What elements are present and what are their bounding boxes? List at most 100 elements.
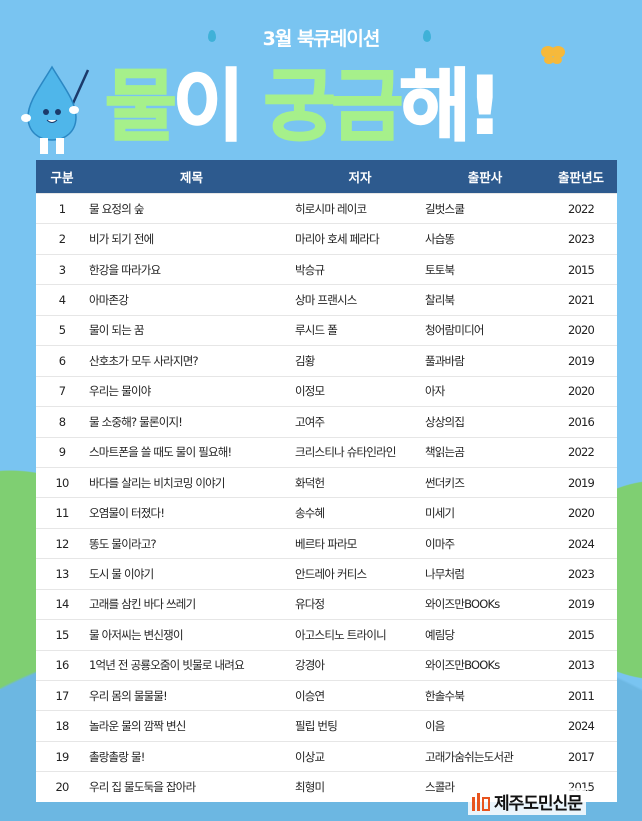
book-title: 1억년 전 공룡오줌이 빗물로 내려요 [88,649,295,681]
row-number: 7 [36,375,88,407]
book-title: 아마존강 [88,284,295,316]
row-number: 14 [36,588,88,620]
book-title: 똥도 물이라고? [88,527,295,559]
title-part: 이 [172,62,246,152]
book-publisher: 와이즈만BOOKs [425,649,545,681]
row-number: 10 [36,466,88,498]
book-author: 필립 번팅 [295,710,425,742]
book-publisher: 토토북 [425,253,545,285]
book-year: 2024 [545,527,617,559]
book-title: 산호초가 모두 사라지면? [88,345,295,377]
logo-text: 제주도민신문 [494,794,583,814]
title-part: 해! [398,62,503,152]
book-year: 2020 [545,497,617,529]
main-title: 물이 궁금해! [104,67,504,147]
table-row: 5 물이 되는 꿈 루시드 폴 청어람미디어 2020 [36,314,617,346]
book-year: 2011 [545,679,617,711]
table-header-row: 구분 제목 저자 출판사 출판년도 [36,160,617,194]
book-year: 2016 [545,406,617,437]
book-year: 2019 [545,588,617,620]
book-year: 2019 [545,466,617,498]
row-number: 13 [36,558,88,590]
row-number: 1 [36,192,88,224]
book-year: 2015 [545,253,617,285]
book-title: 물 소중해? 물론이지! [88,406,295,437]
book-year: 2022 [545,436,617,468]
row-number: 17 [36,679,88,711]
book-author: 마리아 호세 페라다 [295,223,425,255]
table-row: 13 도시 물 이야기 안드레아 커티스 나무처럼 2023 [36,558,617,590]
book-year: 2019 [545,345,617,377]
table-row: 17 우리 몸의 물물물! 이승연 한솔수북 2011 [36,679,617,711]
book-year: 2015 [545,619,617,651]
book-publisher: 미세기 [425,497,545,529]
book-author: 베르타 파라모 [295,527,425,559]
row-number: 12 [36,527,88,559]
book-publisher: 한솔수북 [425,679,545,711]
table-row: 7 우리는 물이야 이정모 아자 2020 [36,375,617,407]
book-author: 강경아 [295,649,425,681]
book-author: 루시드 폴 [295,314,425,346]
table-row: 16 1억년 전 공룡오줌이 빗물로 내려요 강경아 와이즈만BOOKs 2013 [36,649,617,681]
book-author: 이승연 [295,679,425,711]
book-author: 히로시마 레이코 [295,192,425,224]
book-publisher: 상상의집 [425,406,545,437]
book-author: 크리스티나 슈타인라인 [295,436,425,468]
table-row: 11 오염물이 터졌다! 송수혜 미세기 2020 [36,497,617,529]
book-year: 2020 [545,375,617,407]
book-title: 물이 되는 꿈 [88,314,295,346]
title-part: 궁금 [240,62,405,152]
table-row: 9 스마트폰을 쓸 때도 물이 필요해! 크리스티나 슈타인라인 책읽는곰 2022 [36,436,617,468]
column-header-title: 제목 [88,160,295,194]
book-author: 고여주 [295,406,425,437]
subtitle: 3월 북큐레이션 [262,28,381,50]
book-publisher: 와이즈만BOOKs [425,588,545,620]
book-year: 2020 [545,314,617,346]
book-publisher: 썬더키즈 [425,466,545,498]
water-drop-icon [423,30,431,42]
row-number: 19 [36,740,88,772]
book-author: 아고스티노 트라이니 [295,619,425,651]
book-year: 2024 [545,710,617,742]
book-title: 고래를 삼킨 바다 쓰레기 [88,588,295,620]
book-publisher: 예림당 [425,619,545,651]
table-row: 6 산호초가 모두 사라지면? 김황 풀과바람 2019 [36,345,617,377]
book-author: 안드레아 커티스 [295,558,425,590]
book-title: 놀라운 물의 깜짝 변신 [88,710,295,742]
book-title: 한강을 따라가요 [88,253,295,285]
column-header-number: 구분 [36,160,88,194]
table-row: 4 아마존강 상마 프랜시스 찰리북 2021 [36,284,617,316]
book-publisher: 나무처럼 [425,558,545,590]
row-number: 11 [36,497,88,529]
table-row: 19 촐랑촐랑 물! 이상교 고래가숨쉬는도서관 2017 [36,740,617,772]
book-title: 바다를 살리는 비치코밍 이야기 [88,466,295,498]
book-year: 2017 [545,740,617,772]
table-row: 14 고래를 삼킨 바다 쓰레기 유다정 와이즈만BOOKs 2019 [36,588,617,620]
water-drop-mascot-icon [21,65,90,154]
row-number: 5 [36,314,88,346]
book-publisher: 청어람미디어 [425,314,545,346]
book-author: 송수혜 [295,497,425,529]
butterfly-icon [541,46,565,64]
table-row: 12 똥도 물이라고? 베르타 파라모 이마주 2024 [36,527,617,559]
column-header-publisher: 출판사 [425,160,545,194]
book-publisher: 길벗스쿨 [425,192,545,224]
book-author: 이정모 [295,375,425,407]
row-number: 8 [36,406,88,437]
logo-mark-icon [472,792,490,811]
row-number: 9 [36,436,88,468]
row-number: 16 [36,649,88,681]
book-title: 비가 되기 전에 [88,223,295,255]
book-publisher: 찰리북 [425,284,545,316]
book-publisher: 풀과바람 [425,345,545,377]
book-year: 2013 [545,649,617,681]
book-title: 스마트폰을 쓸 때도 물이 필요해! [88,436,295,468]
column-header-author: 저자 [295,160,425,194]
table-row: 3 한강을 따라가요 박승규 토토북 2015 [36,253,617,285]
row-number: 20 [36,771,88,802]
row-number: 15 [36,619,88,651]
book-title: 물 요정의 숲 [88,192,295,224]
